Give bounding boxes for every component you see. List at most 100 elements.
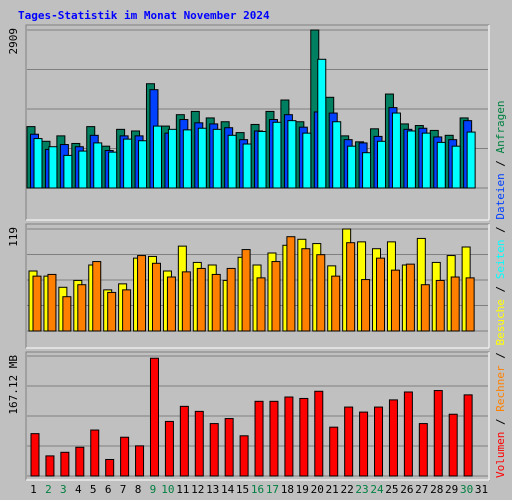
legend-item-rechner: Rechner: [494, 365, 507, 412]
bar-seiten-day-11: [182, 129, 192, 189]
bar-volumen-day-11: [179, 405, 189, 477]
bar-volumen-day-7: [120, 436, 130, 477]
x-tick-label-day-15: 15: [236, 483, 249, 496]
bar-rechner-day-3: [62, 296, 72, 332]
bar-seiten-day-7: [123, 138, 133, 189]
bar-seiten-day-5: [93, 142, 103, 189]
y-axis-max-label: 119: [7, 227, 20, 247]
bar-volumen-day-12: [194, 410, 204, 477]
bar-volumen-day-1: [30, 433, 40, 477]
legend-separator: /: [494, 412, 507, 432]
x-tick-label-day-17: 17: [266, 483, 279, 496]
bar-volumen-day-8: [135, 445, 145, 477]
bar-seiten-day-20: [317, 58, 327, 189]
bar-volumen-day-4: [75, 446, 85, 477]
bar-volumen-day-5: [90, 429, 100, 477]
x-tick-label-day-7: 7: [120, 483, 127, 496]
bar-seiten-day-28: [436, 141, 446, 189]
y-axis-max-label: 2909: [7, 28, 20, 55]
bar-rechner-day-23: [361, 279, 371, 332]
x-tick-label-day-2: 2: [45, 483, 52, 496]
bar-rechner-day-9: [151, 262, 161, 332]
x-axis-labels: 1 2 3 4 5 6 7 8 9 10 11 12 13 14 15 16 17 18 19 20 21 22 23 24 2…: [30, 483, 488, 496]
bar-volumen-day-30: [463, 394, 473, 477]
bar-rechner-day-26: [405, 263, 415, 332]
bar-volumen-day-19: [299, 397, 309, 477]
x-tick-label-day-21: 21: [326, 483, 339, 496]
legend: Volumen / Rechner / Besuche / Seiten / D…: [494, 100, 507, 478]
bar-seiten-day-9: [152, 125, 162, 189]
panel-volume: 167.12 MB: [7, 351, 490, 481]
bar-rechner-day-2: [47, 273, 57, 332]
bar-seiten-day-18: [287, 120, 297, 189]
chart-title: Tages-Statistik im Monat November 2024: [18, 9, 270, 22]
panel-frame: [25, 24, 490, 221]
bar-volumen-day-25: [388, 399, 398, 477]
legend-item-volumen: Volumen: [494, 432, 507, 478]
bar-volumen-day-14: [224, 418, 234, 477]
bar-seiten-day-4: [78, 150, 88, 189]
x-tick-label-day-29: 29: [445, 483, 458, 496]
x-tick-label-day-26: 26: [400, 483, 413, 496]
bar-seiten-day-23: [362, 152, 372, 189]
legend-item-besuche: Besuche: [494, 299, 507, 345]
legend-separator: /: [494, 220, 507, 240]
bar-seiten-day-3: [63, 154, 73, 189]
bar-volumen-day-18: [284, 396, 294, 477]
bar-rechner-day-28: [435, 279, 445, 332]
bar-rechner-day-15: [241, 249, 251, 332]
bar-seiten-day-22: [347, 145, 357, 189]
bar-seiten-day-15: [242, 143, 252, 189]
bar-seiten-day-2: [48, 146, 58, 189]
bar-seiten-day-27: [421, 132, 431, 189]
x-tick-label-day-12: 12: [191, 483, 204, 496]
bar-volumen-day-6: [105, 458, 115, 477]
bar-seiten-day-10: [167, 128, 177, 189]
legend-text: Volumen / Rechner / Besuche / Seiten / D…: [494, 100, 507, 478]
bar-seiten-day-29: [451, 145, 461, 189]
bar-volumen-day-2: [45, 455, 55, 477]
bar-seiten-day-19: [302, 132, 312, 189]
bar-rechner-day-4: [77, 284, 87, 332]
bar-rechner-day-8: [137, 255, 147, 332]
bar-volumen-day-10: [164, 420, 174, 477]
x-tick-label-day-28: 28: [430, 483, 443, 496]
legend-separator: /: [494, 153, 507, 173]
x-tick-label-day-10: 10: [161, 483, 174, 496]
bar-rechner-day-25: [390, 269, 400, 332]
bar-volumen-day-28: [433, 390, 443, 477]
bar-rechner-day-12: [196, 267, 206, 332]
bar-seiten-day-6: [108, 151, 118, 189]
bar-seiten-day-13: [212, 128, 222, 189]
panel-visits: 119: [7, 223, 490, 349]
bar-rechner-day-27: [420, 284, 430, 332]
x-tick-label-day-4: 4: [75, 483, 82, 496]
bar-seiten-day-26: [406, 130, 416, 189]
bar-rechner-day-5: [92, 261, 102, 332]
x-tick-label-day-18: 18: [281, 483, 294, 496]
bar-volumen-day-26: [403, 391, 413, 477]
bar-rechner-day-20: [316, 254, 326, 332]
bar-rechner-day-14: [226, 267, 236, 332]
x-tick-label-day-16: 16: [251, 483, 264, 496]
bar-seiten-day-25: [391, 112, 401, 189]
x-tick-label-day-25: 25: [385, 483, 398, 496]
legend-item-anfragen: Anfragen: [494, 100, 507, 153]
bar-seiten-day-30: [466, 131, 476, 189]
legend-separator: /: [494, 346, 507, 366]
bar-seiten-day-21: [332, 121, 342, 189]
bar-rechner-day-24: [376, 257, 386, 332]
y-axis-max-label: 167.12 MB: [7, 355, 20, 415]
bar-volumen-day-20: [314, 390, 324, 477]
x-tick-label-day-3: 3: [60, 483, 67, 496]
bar-volumen-day-15: [239, 435, 249, 477]
bar-seiten-day-16: [257, 131, 267, 189]
bar-rechner-day-10: [166, 276, 176, 332]
bar-rechner-day-22: [346, 242, 356, 332]
x-tick-label-day-19: 19: [296, 483, 309, 496]
bar-volumen-day-13: [209, 423, 219, 477]
x-tick-label-day-22: 22: [340, 483, 353, 496]
x-tick-label-day-24: 24: [370, 483, 384, 496]
